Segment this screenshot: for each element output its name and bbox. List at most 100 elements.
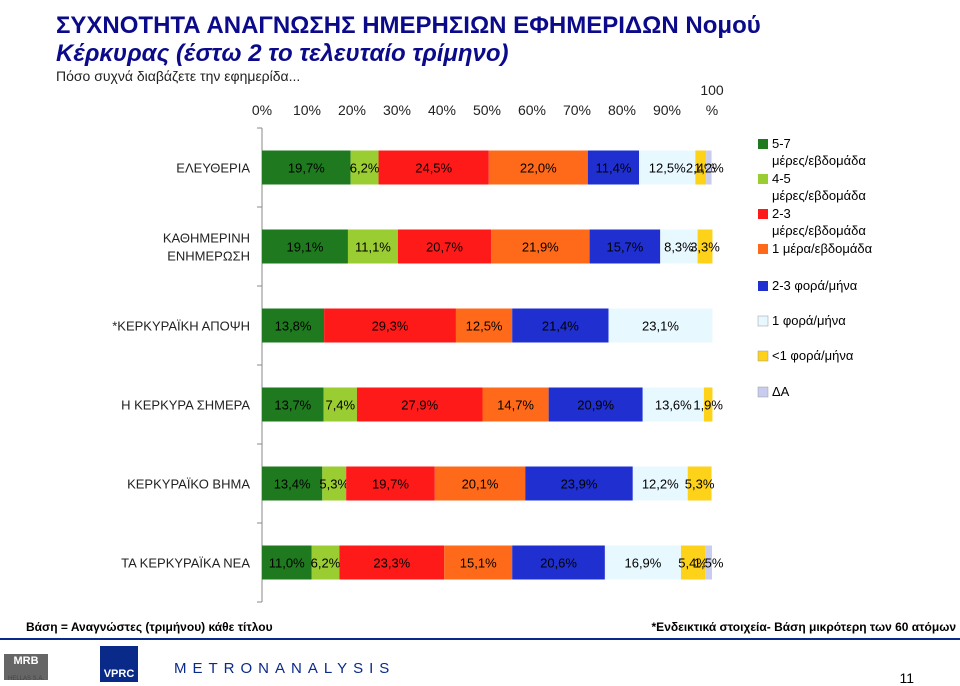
data-label: 23,1% <box>642 319 679 334</box>
bar-segment <box>262 150 351 185</box>
x-tick-label: 70% <box>563 102 591 118</box>
bar-segment <box>262 466 323 501</box>
data-label: 20,7% <box>426 240 463 255</box>
legend-label: 2-3 φορά/μήνα <box>772 278 858 293</box>
bar-segment <box>482 387 549 422</box>
small-base-note: *Ενδεικτικά στοιχεία- Βάση μικρότερη των… <box>651 620 956 634</box>
data-label: 21,9% <box>522 240 559 255</box>
data-label: 12,5% <box>649 161 686 176</box>
legend-swatch <box>758 244 768 254</box>
bar-segment <box>639 150 696 185</box>
data-label: 5,4% <box>678 556 708 571</box>
bar-segment <box>680 545 706 580</box>
data-label: 5,3% <box>685 477 715 492</box>
x-tick-label: 40% <box>428 102 456 118</box>
data-label: 11,0% <box>269 556 305 571</box>
legend-label: <1 φορά/μήνα <box>772 348 854 363</box>
page-number: 11 <box>899 670 914 686</box>
data-label: 24,5% <box>415 161 452 176</box>
data-label: 22,0% <box>520 161 557 176</box>
bar-segment <box>434 466 526 501</box>
data-label: 13,6% <box>655 398 692 413</box>
base-note: Βάση = Αναγνώστες (τριμήνου) κάθε τίτλου <box>26 620 273 634</box>
bar-segment <box>378 150 489 185</box>
legend-swatch <box>757 386 769 398</box>
bar-segment <box>455 308 513 343</box>
bar-segment <box>339 545 445 580</box>
page-title-line2: Κέρκυρας (έστω 2 το τελευταίο τρίμηνο) <box>56 40 509 67</box>
data-label: 1,2% <box>694 161 724 176</box>
data-label: 5,3% <box>319 477 349 492</box>
legend-label: μέρες/εβδομάδα <box>772 153 866 168</box>
category-label: *ΚΕΡΚΥΡΑΪΚΗ ΑΠΟΨΗ <box>112 319 250 334</box>
x-tick-label: 50% <box>473 102 501 118</box>
category-label: ΚΕΡΚΥΡΑΪΚΟ ΒΗΜΑ <box>127 477 250 492</box>
bar-segment <box>262 387 324 422</box>
x-tick-label: 90% <box>653 102 681 118</box>
metron-analysis-logo: METRONANALYSIS <box>174 660 396 677</box>
bar-segment <box>346 466 435 501</box>
x-tick-label: 60% <box>518 102 546 118</box>
data-label: 8,3% <box>664 240 694 255</box>
category-label: ΚΑΘΗΜΕΡΙΝΗ <box>163 231 250 246</box>
bar-segment <box>660 229 698 264</box>
bar-segment <box>311 545 340 580</box>
legend-label: 5-7 <box>772 136 791 151</box>
bar-segment <box>706 150 712 185</box>
legend-swatch <box>758 174 768 184</box>
data-label: 13,4% <box>274 477 311 492</box>
x-tick-label: 10% <box>293 102 321 118</box>
bar-segment <box>703 387 713 422</box>
data-label: 7,4% <box>325 398 355 413</box>
x-tick-label: % <box>706 102 718 118</box>
bar-segment <box>262 545 312 580</box>
legend-swatch <box>758 281 768 291</box>
data-label: 20,1% <box>462 477 499 492</box>
bar-segment <box>347 229 398 264</box>
footer-divider <box>0 638 960 640</box>
data-label: 3,3% <box>690 240 720 255</box>
data-label: 1,5% <box>694 556 724 571</box>
bar-segment <box>488 150 588 185</box>
data-label: 15,7% <box>606 240 643 255</box>
bar-segment <box>397 229 492 264</box>
bar-segment <box>262 229 348 264</box>
data-label: 13,7% <box>274 398 311 413</box>
data-label: 13,8% <box>275 319 312 334</box>
data-label: 12,2% <box>642 477 679 492</box>
bar-segment <box>322 466 347 501</box>
bar-segment <box>512 308 609 343</box>
page-title: ΣΥΧΝΟΤΗΤΑ ΑΝΑΓΝΩΣΗΣ ΗΜΕΡΗΣΙΩΝ ΕΦΗΜΕΡΙΔΩΝ… <box>56 12 761 39</box>
category-label: ΕΛΕΥΘΕΡΙΑ <box>176 161 250 176</box>
category-label: ΤΑ ΚΕΡΚΥΡΑΪΚΑ ΝΕΑ <box>121 556 250 571</box>
data-label: 23,3% <box>373 556 410 571</box>
legend-swatch <box>757 350 769 362</box>
data-label: 19,1% <box>287 240 324 255</box>
bar-segment <box>491 229 590 264</box>
bar-segment <box>687 466 712 501</box>
legend-label: 1 φορά/μήνα <box>772 313 846 328</box>
legend-label: 1 μέρα/εβδομάδα <box>772 241 873 256</box>
bar-segment <box>323 387 357 422</box>
bar-segment <box>587 150 640 185</box>
bar-segment <box>324 308 456 343</box>
data-label: 20,9% <box>577 398 614 413</box>
data-label: 14,7% <box>497 398 534 413</box>
data-label: 6,2% <box>350 161 380 176</box>
data-label: 6,2% <box>311 556 341 571</box>
question-subtitle: Πόσο συχνά διαβάζετε την εφημερίδα... <box>56 68 301 84</box>
legend-label: μέρες/εβδομάδα <box>772 188 866 203</box>
legend-label: 2-3 <box>772 206 791 221</box>
bar-segment <box>642 387 704 422</box>
x-tick-label: 0% <box>252 102 272 118</box>
legend-swatch <box>758 139 768 149</box>
data-label: 16,9% <box>624 556 661 571</box>
data-label: 19,7% <box>288 161 325 176</box>
data-label: 1,9% <box>693 398 723 413</box>
data-label: 21,4% <box>542 319 579 334</box>
data-label: 27,9% <box>401 398 438 413</box>
data-label: 20,6% <box>540 556 577 571</box>
category-label: ΕΝΗΜΕΡΩΣΗ <box>167 249 250 264</box>
bar-segment <box>608 308 713 343</box>
x-tick-label: 80% <box>608 102 636 118</box>
